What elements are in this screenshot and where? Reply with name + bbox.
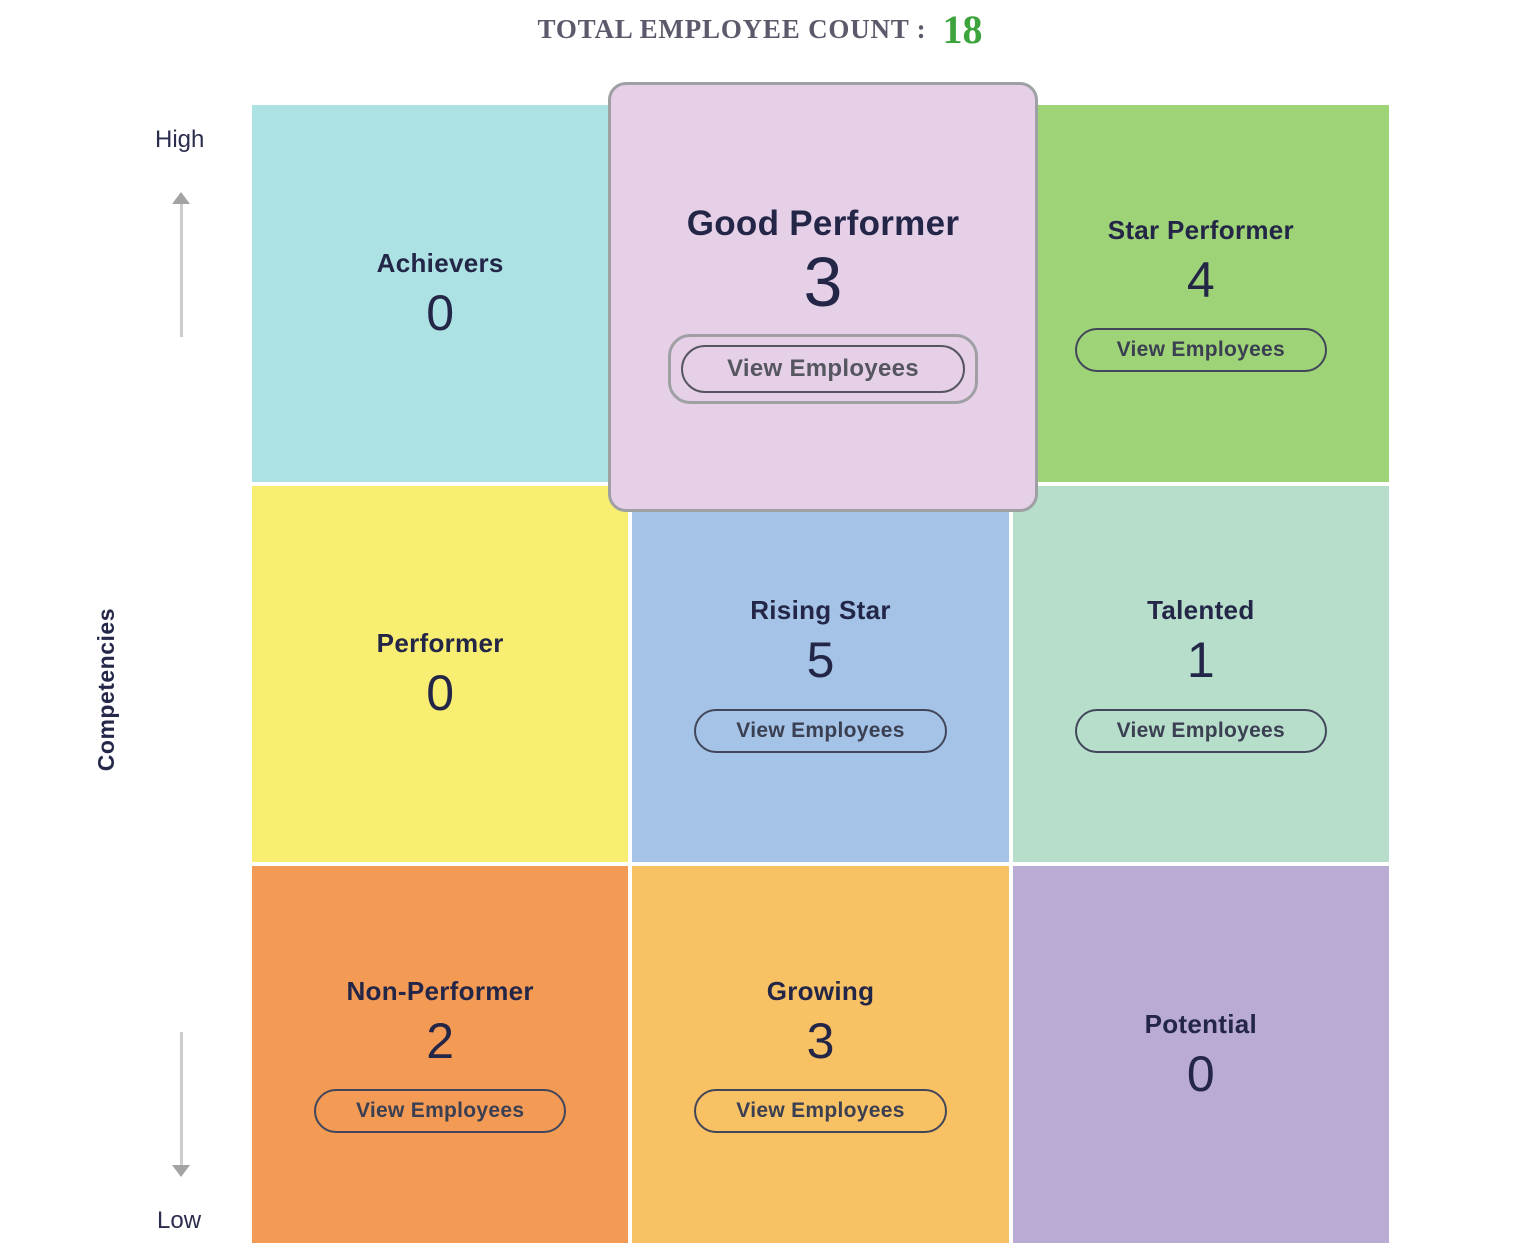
view-employees-button[interactable]: View Employees — [681, 344, 965, 393]
view-employees-button[interactable]: View Employees — [1074, 328, 1328, 373]
cell-title: Achievers — [376, 247, 504, 278]
employee-count: 5 — [806, 632, 835, 689]
view-employees-button[interactable]: View Employees — [694, 708, 947, 753]
cell-rising-star: Rising Star 5 View Employees — [632, 485, 1009, 863]
total-employee-count-label: TOTAL EMPLOYEE COUNT : — [537, 14, 927, 44]
view-employees-button[interactable]: View Employees — [694, 1089, 947, 1134]
down-arrow-line — [179, 1032, 183, 1165]
cell-potential: Potential 0 — [1012, 866, 1389, 1243]
employee-count: 0 — [426, 665, 455, 722]
nine-box-grid: Achievers 0 Star Performer 4 View Employ… — [252, 82, 1389, 1243]
up-arrow-line — [179, 204, 183, 337]
competencies-axis-label: Competencies — [92, 608, 119, 772]
view-employees-button[interactable]: View Employees — [1074, 708, 1328, 753]
employee-count: 3 — [803, 243, 843, 322]
employee-count: 0 — [1186, 1045, 1215, 1102]
view-employees-button[interactable]: View Employees — [313, 1089, 567, 1134]
cell-title: Good Performer — [686, 204, 960, 244]
cell-performer: Performer 0 — [252, 485, 629, 863]
employee-count: 3 — [806, 1012, 835, 1069]
cell-good-performer[interactable]: Good Performer 3 View Employees — [608, 82, 1038, 512]
cell-achievers: Achievers 0 — [252, 105, 629, 482]
down-arrowhead-icon — [172, 1165, 190, 1177]
cell-title: Potential — [1144, 1008, 1258, 1039]
axis-title-container: Competencies — [58, 560, 154, 820]
cell-title: Rising Star — [750, 595, 891, 626]
cell-growing: Growing 3 View Employees — [632, 866, 1009, 1243]
axis-down-arrow — [171, 1032, 191, 1177]
employee-count: 1 — [1186, 632, 1215, 689]
up-arrowhead-icon — [172, 192, 190, 204]
axis-high-label: High — [155, 126, 205, 153]
cell-star-performer: Star Performer 4 View Employees — [1012, 105, 1389, 482]
cell-talented: Talented 1 View Employees — [1012, 485, 1389, 863]
cell-title: Performer — [376, 628, 504, 659]
total-employee-count-value: 18 — [942, 7, 983, 52]
axis-low-label: Low — [157, 1207, 202, 1234]
cell-non-performer: Non-Performer 2 View Employees — [252, 866, 629, 1243]
cell-title: Star Performer — [1107, 214, 1294, 245]
cell-title: Talented — [1147, 595, 1255, 626]
employee-count: 0 — [426, 284, 455, 341]
cell-title: Growing — [766, 975, 875, 1006]
button-focus-ring: View Employees — [668, 333, 978, 404]
employee-count: 4 — [1186, 251, 1215, 308]
employee-count: 2 — [426, 1012, 455, 1069]
cell-title: Non-Performer — [346, 975, 534, 1006]
axis-up-arrow — [171, 192, 191, 337]
total-employee-count-header: TOTAL EMPLOYEE COUNT : 18 — [0, 6, 1520, 53]
